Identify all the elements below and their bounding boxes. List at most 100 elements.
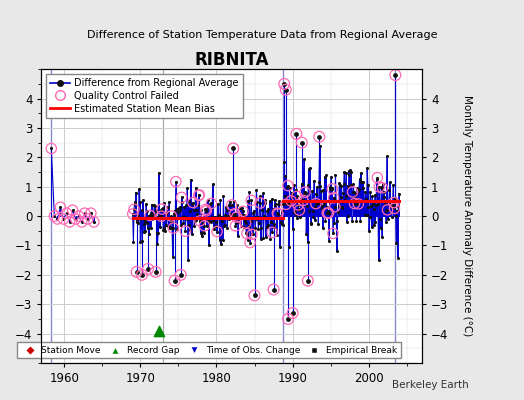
Point (202, 208, 211, 214)
Point (224, 212, 232, 219)
Point (190, 207, 198, 213)
Point (186, 208, 194, 214)
Point (139, 197, 147, 203)
Point (232, 220, 241, 226)
Point (307, 220, 315, 226)
Point (176, 207, 184, 213)
Point (355, 186, 363, 192)
Point (162, 222, 170, 228)
Point (297, 199, 305, 206)
Point (349, 181, 357, 188)
Point (239, 208, 247, 214)
Point (269, 224, 278, 230)
Point (198, 233, 206, 239)
Point (184, 257, 192, 263)
Point (374, 201, 382, 207)
Point (281, 86, 290, 93)
Point (292, 212, 300, 218)
Point (218, 214, 226, 220)
Point (130, 199, 139, 206)
Point (224, 216, 233, 222)
Point (69, 207, 77, 213)
Point (282, 201, 290, 208)
Point (219, 193, 227, 200)
Point (370, 222, 378, 228)
Point (149, 210, 158, 217)
Point (375, 257, 383, 263)
Point (220, 223, 228, 230)
Point (380, 194, 388, 200)
Point (174, 209, 182, 216)
Point (354, 201, 363, 207)
Point (189, 199, 197, 206)
Point (362, 196, 370, 202)
Point (390, 199, 398, 206)
Point (348, 218, 356, 224)
Point (152, 230, 161, 236)
Point (138, 272, 146, 278)
Point (269, 286, 278, 293)
Point (253, 199, 261, 206)
Point (291, 187, 300, 193)
Point (254, 213, 262, 220)
Point (190, 222, 199, 229)
Point (246, 239, 254, 246)
Point (339, 205, 347, 212)
Point (225, 202, 233, 208)
Point (330, 195, 338, 201)
Point (385, 187, 394, 194)
Point (249, 210, 257, 216)
Point (187, 176, 195, 183)
Point (257, 236, 265, 242)
Y-axis label: Monthly Temperature Anomaly Difference (°C): Monthly Temperature Anomaly Difference (… (462, 96, 472, 337)
Point (167, 213, 176, 219)
Point (231, 210, 239, 217)
Point (354, 201, 363, 207)
Point (229, 212, 237, 218)
Point (313, 200, 322, 206)
Point (53, 216, 62, 222)
Point (222, 207, 231, 214)
Point (182, 216, 191, 222)
Point (290, 209, 299, 216)
Point (138, 238, 146, 244)
Point (387, 202, 395, 209)
Point (346, 169, 355, 175)
Point (321, 174, 329, 180)
Point (334, 209, 342, 216)
Point (283, 182, 292, 189)
Point (341, 196, 349, 203)
Point (390, 205, 399, 212)
Point (230, 212, 238, 219)
Point (230, 198, 238, 204)
Point (298, 209, 307, 216)
Point (328, 186, 336, 192)
Point (271, 202, 280, 208)
Point (225, 199, 234, 205)
Point (394, 203, 402, 210)
Point (345, 171, 354, 178)
Point (160, 200, 169, 206)
Point (59, 216, 68, 222)
Point (256, 200, 265, 206)
Point (141, 227, 150, 234)
Point (50, 213, 59, 219)
Point (269, 206, 277, 212)
Point (56, 204, 64, 210)
Point (59, 216, 68, 222)
Point (211, 223, 220, 230)
Point (357, 170, 365, 176)
Point (226, 214, 235, 220)
Text: Difference of Station Temperature Data from Regional Average: Difference of Station Temperature Data f… (87, 30, 437, 40)
Point (204, 202, 212, 209)
Point (260, 213, 268, 220)
Point (294, 202, 302, 208)
Point (206, 201, 214, 207)
Point (202, 206, 210, 213)
Point (292, 193, 301, 200)
Point (351, 195, 359, 202)
Point (391, 213, 400, 220)
Point (207, 200, 215, 206)
Point (197, 207, 205, 214)
Point (217, 218, 226, 224)
